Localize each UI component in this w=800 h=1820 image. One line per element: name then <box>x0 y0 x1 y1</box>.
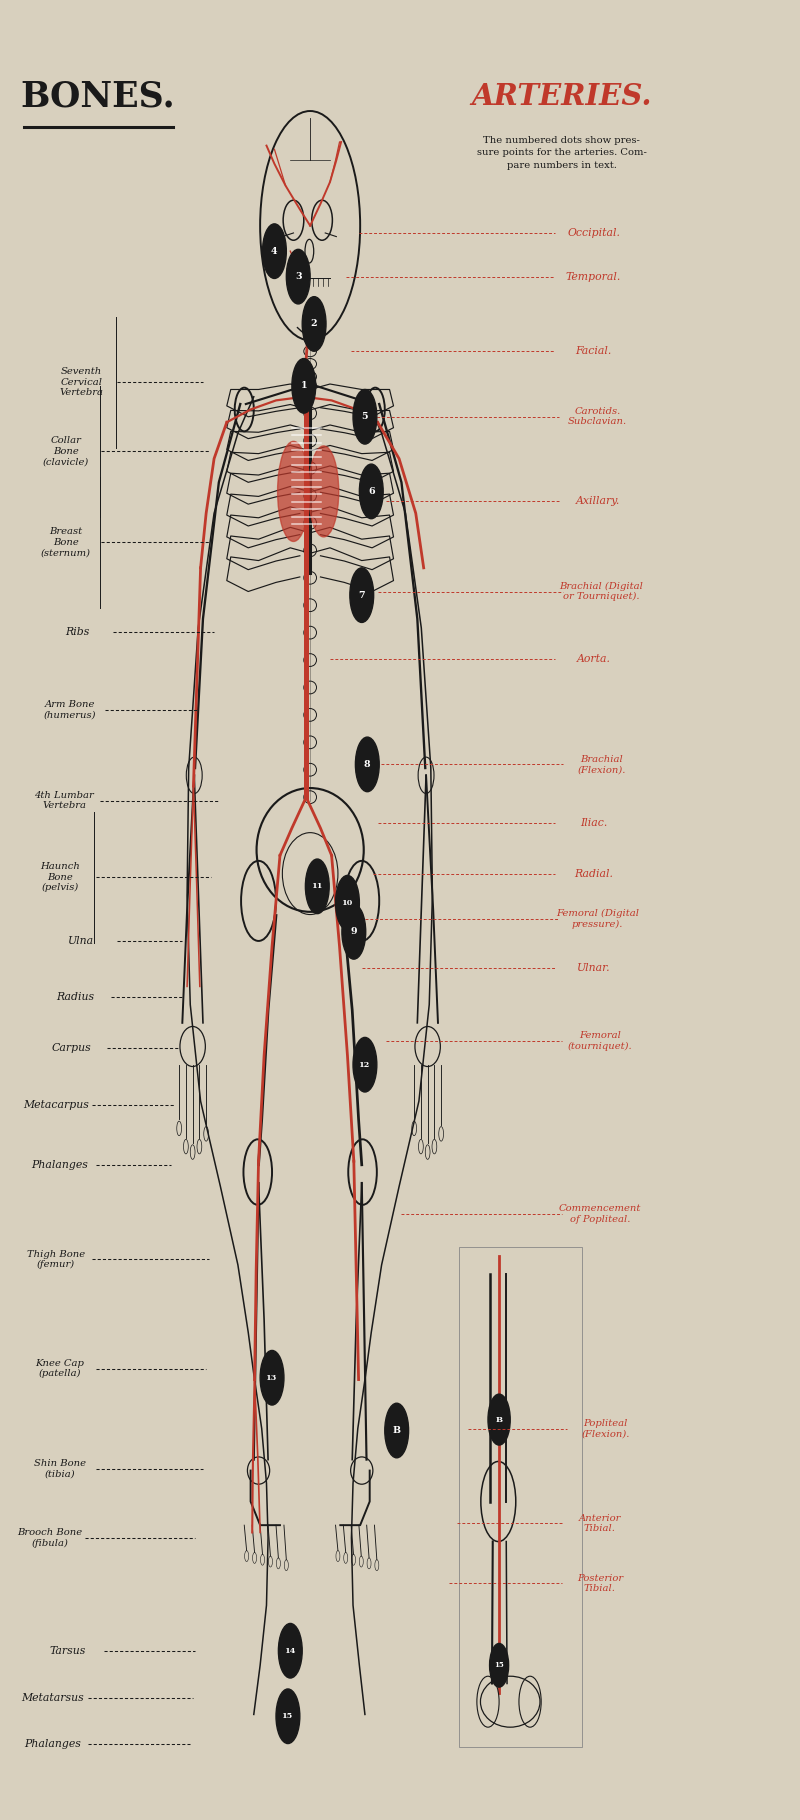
Ellipse shape <box>278 442 310 542</box>
Text: Carotids.
Subclavian.: Carotids. Subclavian. <box>568 408 627 426</box>
Text: Phalanges: Phalanges <box>32 1159 89 1170</box>
Circle shape <box>302 297 326 351</box>
Text: Axillary.: Axillary. <box>575 495 620 506</box>
Text: Carpus: Carpus <box>51 1043 91 1054</box>
Text: Ribs: Ribs <box>66 626 90 637</box>
Text: Arm Bone
(humerus): Arm Bone (humerus) <box>43 701 96 719</box>
Text: Aorta.: Aorta. <box>577 653 610 664</box>
Circle shape <box>342 905 366 959</box>
Text: 15: 15 <box>494 1662 504 1669</box>
Text: 6: 6 <box>368 488 374 495</box>
Text: B: B <box>393 1427 401 1434</box>
Text: Collar
Bone
(clavicle): Collar Bone (clavicle) <box>42 437 89 466</box>
Circle shape <box>286 249 310 304</box>
Circle shape <box>488 1394 510 1445</box>
Text: 10: 10 <box>342 899 353 906</box>
Text: Facial.: Facial. <box>575 346 612 357</box>
Circle shape <box>355 737 379 792</box>
Text: 1: 1 <box>301 382 307 389</box>
Text: B: B <box>495 1416 502 1423</box>
Text: The numbered dots show pres-
sure points for the arteries. Com-
pare numbers in : The numbered dots show pres- sure points… <box>477 135 646 171</box>
Circle shape <box>306 859 330 914</box>
Text: Phalanges: Phalanges <box>24 1738 81 1749</box>
Text: Brooch Bone
(fibula): Brooch Bone (fibula) <box>17 1529 82 1547</box>
Text: Thigh Bone
(femur): Thigh Bone (femur) <box>27 1250 85 1269</box>
Text: 2: 2 <box>311 320 318 328</box>
Text: Seventh
Cervical
Vertebra: Seventh Cervical Vertebra <box>59 368 103 397</box>
Text: Femoral
(tourniquet).: Femoral (tourniquet). <box>568 1032 632 1050</box>
Text: Femoral (Digital
pressure).: Femoral (Digital pressure). <box>556 910 639 928</box>
Text: Metatarsus: Metatarsus <box>21 1693 83 1704</box>
Text: Commencement
of Popliteal.: Commencement of Popliteal. <box>558 1205 641 1223</box>
Text: 7: 7 <box>358 592 365 599</box>
Text: Metacarpus: Metacarpus <box>23 1099 89 1110</box>
Text: 9: 9 <box>350 928 357 935</box>
Text: Haunch
Bone
(pelvis): Haunch Bone (pelvis) <box>40 863 80 892</box>
Ellipse shape <box>309 446 338 537</box>
Text: 14: 14 <box>285 1647 296 1654</box>
Circle shape <box>276 1689 300 1744</box>
Text: 12: 12 <box>359 1061 370 1068</box>
Text: Popliteal
(Flexion).: Popliteal (Flexion). <box>582 1420 630 1438</box>
Circle shape <box>359 464 383 519</box>
Text: ARTERIES.: ARTERIES. <box>471 82 652 111</box>
Text: Shin Bone
(tibia): Shin Bone (tibia) <box>34 1460 86 1478</box>
Text: Radius: Radius <box>56 992 94 1003</box>
Text: 4th Lumbar
Vertebra: 4th Lumbar Vertebra <box>34 792 94 810</box>
Circle shape <box>353 1037 377 1092</box>
Text: 15: 15 <box>282 1713 294 1720</box>
Text: Ulnar.: Ulnar. <box>577 963 610 974</box>
Circle shape <box>278 1623 302 1678</box>
Circle shape <box>350 568 374 622</box>
Circle shape <box>490 1643 509 1687</box>
Text: 13: 13 <box>266 1374 278 1381</box>
Text: Iliac.: Iliac. <box>580 817 607 828</box>
Text: 5: 5 <box>362 413 368 420</box>
Text: 3: 3 <box>295 273 302 280</box>
Circle shape <box>260 1350 284 1405</box>
Circle shape <box>335 875 359 930</box>
Text: Occipital.: Occipital. <box>567 228 620 238</box>
Bar <box>458 1247 582 1747</box>
Text: 8: 8 <box>364 761 370 768</box>
Circle shape <box>353 389 377 444</box>
Text: Brachial (Digital
or Tourniquet).: Brachial (Digital or Tourniquet). <box>559 582 643 601</box>
Text: Anterior
Tibial.: Anterior Tibial. <box>578 1514 621 1532</box>
Text: Temporal.: Temporal. <box>566 271 622 282</box>
Text: 4: 4 <box>271 248 278 255</box>
Text: BONES.: BONES. <box>20 80 174 113</box>
Circle shape <box>262 224 286 278</box>
Text: Posterior
Tibial.: Posterior Tibial. <box>577 1574 623 1592</box>
Text: Breast
Bone
(sternum): Breast Bone (sternum) <box>41 528 90 557</box>
Circle shape <box>292 359 316 413</box>
Text: Radial.: Radial. <box>574 868 613 879</box>
Text: Knee Cap
(patella): Knee Cap (patella) <box>36 1360 85 1378</box>
Text: Brachial
(Flexion).: Brachial (Flexion). <box>578 755 626 774</box>
Text: Ulna: Ulna <box>69 935 94 946</box>
Circle shape <box>385 1403 409 1458</box>
Text: 11: 11 <box>311 883 323 890</box>
Text: Tarsus: Tarsus <box>50 1645 86 1656</box>
